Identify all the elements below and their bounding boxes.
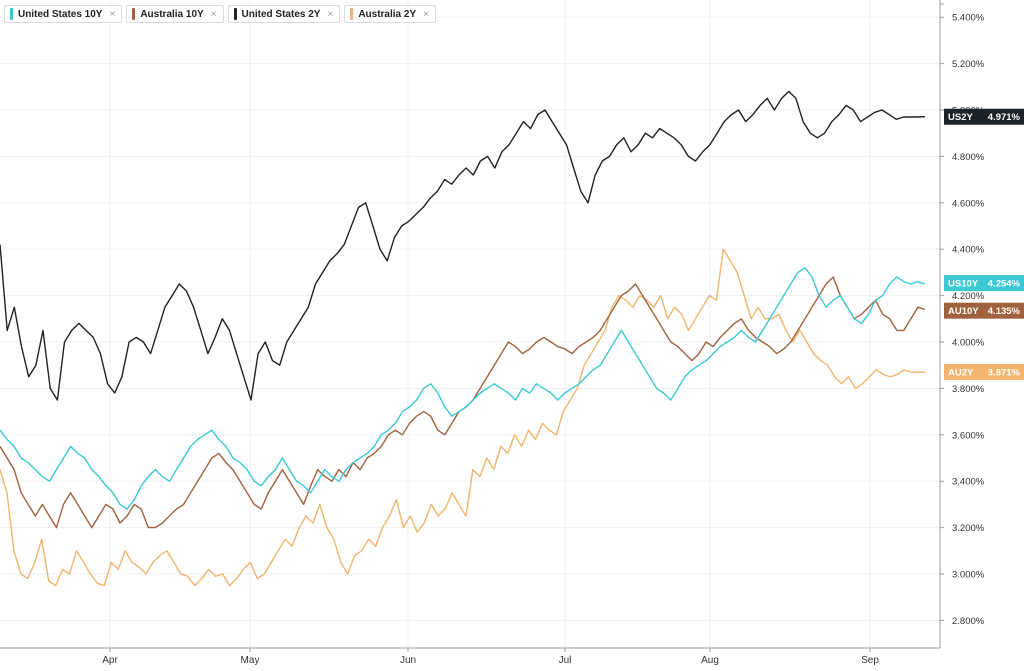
- close-icon[interactable]: ×: [109, 8, 116, 20]
- badge-ticker: AU10Y: [948, 306, 979, 317]
- badge-bg: [944, 275, 1024, 292]
- y-tick-label: 4.800%: [952, 152, 985, 163]
- legend-label: United States 2Y: [241, 8, 321, 20]
- legend-item-au2y[interactable]: Australia 2Y ×: [344, 5, 436, 23]
- legend-swatch: [10, 8, 13, 20]
- y-tick-label: 4.200%: [952, 291, 985, 302]
- close-icon[interactable]: ×: [327, 8, 334, 20]
- chart-grid: [0, 0, 940, 648]
- badge-value: 4.971%: [988, 112, 1021, 123]
- series-line-united-states-10y: [0, 267, 926, 510]
- legend-item-au10y[interactable]: Australia 10Y ×: [126, 5, 224, 23]
- y-tick-label: 4.600%: [952, 198, 985, 209]
- badge-us10y: US10Y 4.254%: [944, 275, 1024, 292]
- x-tick-label: Sep: [861, 655, 879, 666]
- chart-series: [0, 90, 926, 587]
- legend-label: Australia 10Y: [140, 8, 204, 20]
- badge-value: 3.871%: [988, 367, 1021, 378]
- legend-swatch: [350, 8, 354, 20]
- series-line-australia-2y: [0, 248, 925, 587]
- series-line-united-states-2y: [0, 90, 926, 401]
- y-tick-label: 3.800%: [952, 384, 985, 395]
- badge-value: 4.254%: [988, 279, 1021, 290]
- y-tick-label: 5.400%: [952, 13, 985, 24]
- badge-bg: [944, 302, 1024, 319]
- x-tick-label: Jul: [559, 655, 572, 666]
- y-tick-label: 2.800%: [952, 616, 985, 627]
- badge-value: 4.135%: [988, 306, 1021, 317]
- y-tick-label: 4.400%: [952, 245, 985, 256]
- close-icon[interactable]: ×: [423, 8, 429, 20]
- badge-bg: [944, 108, 1024, 125]
- y-tick-label: 4.000%: [952, 338, 985, 349]
- badge-ticker: US2Y: [948, 112, 973, 123]
- y-tick-label: 5.200%: [952, 59, 985, 70]
- legend-swatch: [233, 8, 237, 20]
- legend-label: Australia 2Y: [358, 8, 417, 20]
- y-tick-label: 3.400%: [952, 477, 985, 488]
- badge-au10y: AU10Y 4.135%: [944, 302, 1024, 319]
- badge-ticker: US10Y: [948, 279, 979, 290]
- x-tick-label: May: [241, 655, 260, 666]
- x-tick-label: Aug: [701, 655, 719, 666]
- legend-swatch: [132, 8, 136, 20]
- x-tick-label: Apr: [102, 655, 118, 666]
- legend-item-us2y[interactable]: United States 2Y ×: [227, 5, 341, 23]
- price-axis: 5.400%5.200%5.000%4.800%4.600%4.400%4.20…: [939, 0, 985, 648]
- y-tick-label: 3.000%: [952, 570, 985, 581]
- badge-us2y: US2Y 4.971%: [944, 108, 1024, 125]
- badge-bg: [944, 363, 1024, 380]
- time-axis: Apr May Jun Jul Aug Sep: [0, 647, 940, 666]
- legend: United States 10Y × Australia 10Y × Unit…: [4, 5, 436, 23]
- legend-item-us10y[interactable]: United States 10Y ×: [4, 5, 123, 23]
- y-tick-label: 3.200%: [952, 523, 985, 534]
- x-tick-label: Jun: [400, 655, 416, 666]
- y-tick-label: 3.600%: [952, 430, 985, 441]
- close-icon[interactable]: ×: [210, 8, 217, 20]
- value-badges: US2Y 4.971% US10Y 4.254% AU10Y 4.135% AU2Y 3.87…: [944, 108, 1024, 380]
- badge-au2y: AU2Y 3.871%: [944, 363, 1024, 380]
- badge-ticker: AU2Y: [948, 367, 974, 378]
- legend-label: United States 10Y: [18, 8, 103, 20]
